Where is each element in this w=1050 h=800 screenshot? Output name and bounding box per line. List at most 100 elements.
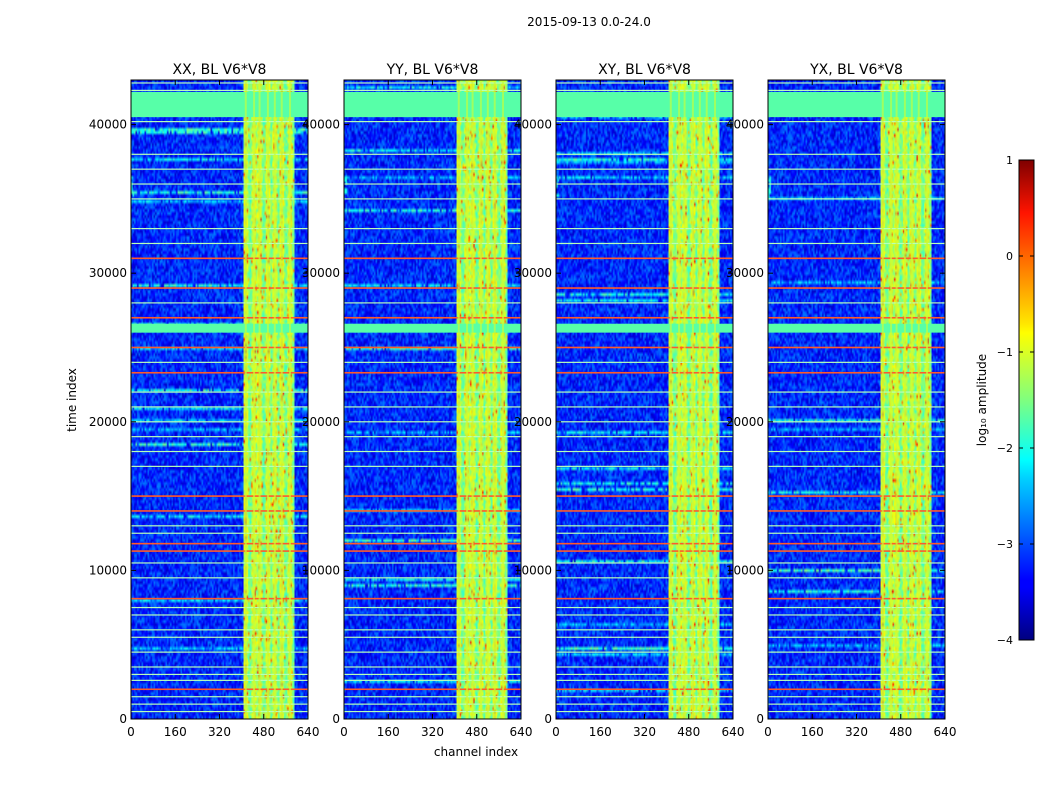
rfi-channel-line xyxy=(479,80,482,719)
bright-time-row xyxy=(768,696,945,698)
rfi-time-row xyxy=(768,346,945,349)
heatmap-panel: YY, BL V6*V8 0 160 320 480 640 0 10000 20000 3000… xyxy=(302,62,533,739)
x-tick-label: 0 xyxy=(127,725,135,739)
bright-time-row xyxy=(556,673,733,676)
y-tick-label: 20000 xyxy=(726,415,764,429)
bright-time-row xyxy=(556,666,733,668)
bright-time-row xyxy=(768,577,945,579)
bright-time-row xyxy=(131,651,308,653)
bright-time-row xyxy=(768,302,945,304)
bright-time-row xyxy=(344,242,521,245)
bright-time-row xyxy=(768,153,945,155)
rfi-time-row xyxy=(768,542,945,545)
bright-time-row xyxy=(556,465,733,467)
y-tick-label: 40000 xyxy=(302,118,340,132)
bright-time-row xyxy=(768,651,945,653)
rfi-channel-line xyxy=(289,80,292,719)
y-tick-label: 0 xyxy=(756,712,764,726)
panel-title: XY, BL V6*V8 xyxy=(598,62,691,78)
bright-time-row xyxy=(768,361,945,363)
bright-time-row xyxy=(344,629,521,631)
rfi-time-row xyxy=(131,542,308,545)
rfi-channel-line xyxy=(493,80,496,719)
bright-time-row xyxy=(131,198,308,200)
bright-time-row xyxy=(344,666,521,668)
bright-time-row xyxy=(768,168,945,170)
bright-time-row xyxy=(131,228,308,230)
colorbar: −4 −3 −2 −1 0 1 log₁₀ amplitude xyxy=(975,154,1035,647)
bright-time-row xyxy=(768,421,945,423)
colorbar-tick-label: 0 xyxy=(1006,250,1013,263)
bright-time-row xyxy=(768,679,945,681)
bright-time-row xyxy=(768,710,945,713)
bright-time-row xyxy=(556,242,733,245)
rfi-time-row xyxy=(131,371,308,374)
bright-time-row xyxy=(344,465,521,467)
bright-time-row xyxy=(768,673,945,676)
bright-time-row xyxy=(344,710,521,713)
x-tick-label: 640 xyxy=(722,725,745,739)
rfi-time-row xyxy=(556,316,733,319)
rfi-time-row xyxy=(556,371,733,374)
colorbar-tick-label: −2 xyxy=(997,442,1013,455)
rfi-time-row xyxy=(344,542,521,545)
bright-time-row xyxy=(131,666,308,668)
rfi-channel-line xyxy=(683,80,686,719)
bright-time-row xyxy=(131,242,308,245)
bright-time-row xyxy=(768,525,945,527)
rfi-channel-line xyxy=(678,80,681,719)
bright-time-row xyxy=(556,629,733,631)
y-tick-label: 10000 xyxy=(726,563,764,577)
rfi-time-row xyxy=(131,688,308,691)
rfi-time-row xyxy=(344,597,521,600)
x-axis-label: channel index xyxy=(434,745,518,759)
rfi-time-row xyxy=(768,688,945,691)
bright-time-row xyxy=(131,153,308,155)
x-tick-label: 480 xyxy=(465,725,488,739)
bright-time-row xyxy=(768,629,945,631)
rfi-time-row xyxy=(556,597,733,600)
x-tick-label: 160 xyxy=(377,725,400,739)
bright-time-row xyxy=(768,562,945,564)
flagged-time-band xyxy=(768,91,945,118)
rfi-channel-line xyxy=(917,80,920,719)
rfi-time-row xyxy=(344,346,521,349)
x-tick-label: 160 xyxy=(801,725,824,739)
heatmap-panel: XY, BL V6*V8 0 160 320 480 640 0 10000 20000 3000… xyxy=(514,62,745,739)
rfi-time-row xyxy=(344,316,521,319)
rfi-time-row xyxy=(344,688,521,691)
bright-time-row xyxy=(556,606,733,609)
panel-title: XX, BL V6*V8 xyxy=(173,62,267,78)
bright-time-row xyxy=(768,242,945,245)
bright-time-row xyxy=(131,302,308,304)
bright-time-row xyxy=(131,525,308,527)
y-tick-label: 30000 xyxy=(726,266,764,280)
bright-time-row xyxy=(344,450,521,453)
bright-time-row xyxy=(344,606,521,609)
x-tick-label: 480 xyxy=(889,725,912,739)
bright-time-row xyxy=(344,614,521,616)
flagged-time-band xyxy=(556,323,733,333)
bright-time-row xyxy=(556,302,733,304)
y-tick-label: 20000 xyxy=(89,415,127,429)
bright-time-row xyxy=(556,121,733,123)
bright-time-row xyxy=(556,577,733,579)
bright-time-row xyxy=(768,465,945,467)
bright-time-row xyxy=(556,198,733,200)
bright-time-row xyxy=(131,121,308,123)
bright-time-row xyxy=(768,703,945,705)
bright-time-row xyxy=(131,450,308,453)
bright-time-row xyxy=(556,562,733,564)
y-tick-label: 40000 xyxy=(514,118,552,132)
rfi-channel-line xyxy=(714,80,717,719)
bright-time-row xyxy=(556,696,733,698)
rfi-time-row xyxy=(131,597,308,600)
x-tick-label: 640 xyxy=(510,725,533,739)
bright-time-row xyxy=(344,562,521,564)
rfi-channel-line xyxy=(258,80,261,719)
bright-time-row xyxy=(131,577,308,579)
rfi-time-row xyxy=(131,316,308,319)
y-tick-label: 0 xyxy=(544,712,552,726)
bright-time-row xyxy=(556,703,733,705)
